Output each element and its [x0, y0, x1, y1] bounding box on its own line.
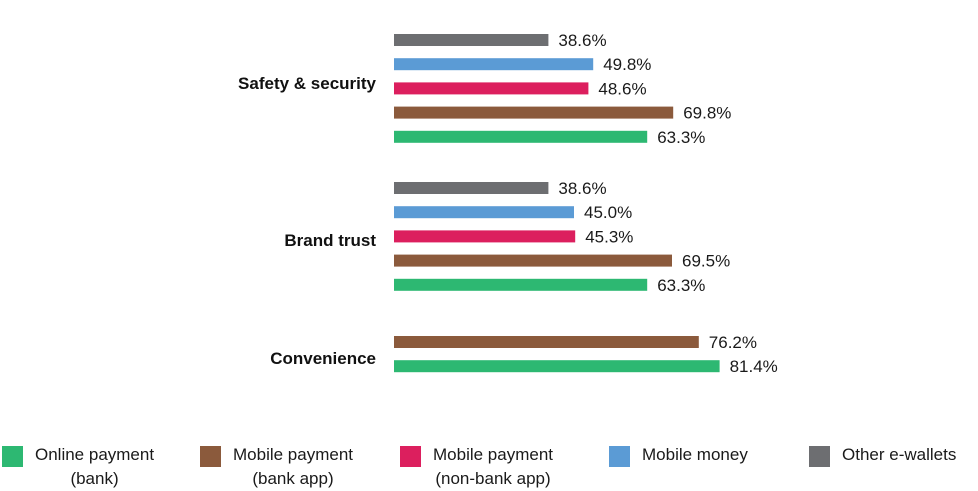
category-brand-trust-label: Brand trust [284, 231, 376, 250]
data-label: 63.3% [657, 128, 705, 147]
bar [394, 130, 648, 143]
bar [394, 206, 574, 219]
bar [394, 360, 720, 373]
bar [394, 278, 648, 291]
data-label: 49.8% [603, 55, 651, 74]
category-safety-security-label: Safety & security [238, 74, 376, 93]
bar [394, 254, 672, 267]
category-convenience-label: Convenience [270, 349, 376, 368]
bar [394, 106, 674, 119]
data-label: 38.6% [558, 31, 606, 50]
data-label: 45.0% [584, 203, 632, 222]
data-label: 48.6% [598, 79, 646, 98]
bar [394, 58, 594, 71]
data-label: 76.2% [709, 333, 757, 352]
data-label: 81.4% [730, 357, 778, 376]
bar [394, 34, 549, 46]
data-label: 69.8% [683, 104, 731, 123]
bar [394, 182, 549, 194]
bar [394, 230, 576, 243]
data-label: 38.6% [558, 179, 606, 198]
bar [394, 336, 699, 348]
data-label: 69.5% [682, 252, 730, 271]
data-label: 45.3% [585, 227, 633, 246]
data-label: 63.3% [657, 276, 705, 295]
bar [394, 82, 589, 95]
